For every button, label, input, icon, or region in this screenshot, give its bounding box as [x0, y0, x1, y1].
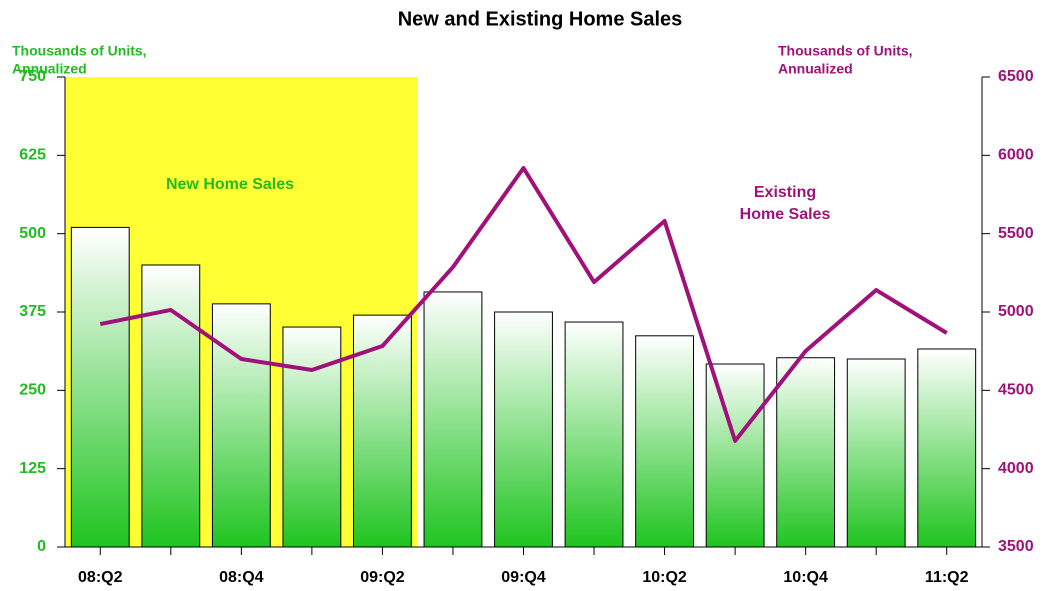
y-tick-label: 0 [37, 538, 46, 555]
bar [917, 348, 977, 548]
bar [776, 357, 836, 548]
y2-axis-label: Annualized [778, 61, 853, 77]
y-tick-label: 375 [19, 303, 46, 320]
y2-tick-label: 4000 [998, 460, 1034, 477]
bar [705, 363, 765, 548]
bar [564, 321, 624, 548]
x-tick-label: 08:Q2 [78, 569, 123, 586]
x-tick-label: 10:Q2 [642, 569, 687, 586]
bar [70, 226, 130, 548]
y-tick-label: 750 [19, 68, 46, 85]
y-tick-label: 250 [19, 382, 46, 399]
x-tick-label: 09:Q2 [360, 569, 405, 586]
line-series [99, 166, 948, 443]
bar [141, 264, 201, 548]
bar [211, 303, 271, 548]
chart-title: New and Existing Home Sales [398, 8, 683, 30]
y2-axis-label: Thousands of Units, [778, 43, 913, 59]
y-tick-label: 625 [19, 147, 46, 164]
y-tick-label: 125 [19, 460, 46, 477]
x-tick-label: 10:Q4 [783, 569, 828, 586]
y2-tick-label: 6000 [998, 147, 1034, 164]
bar [423, 291, 483, 548]
annotation: Home Sales [740, 206, 831, 223]
annotation: Existing [754, 184, 816, 201]
y-axis-label: Thousands of Units, [12, 43, 147, 59]
y2-tick-label: 6500 [998, 68, 1034, 85]
y-axis-label: Annualized [12, 61, 87, 77]
x-tick-label: 09:Q4 [501, 569, 546, 586]
bar [282, 326, 342, 548]
bar [494, 311, 553, 548]
bar [353, 314, 412, 548]
x-tick-label: 08:Q4 [219, 569, 264, 586]
y2-tick-label: 4500 [998, 382, 1034, 399]
y-tick-label: 500 [19, 225, 46, 242]
y2-tick-label: 5000 [998, 303, 1034, 320]
y2-tick-label: 5500 [998, 225, 1034, 242]
bar [635, 335, 694, 548]
annotation: New Home Sales [166, 176, 294, 193]
x-tick-label: 11:Q2 [925, 569, 969, 586]
bar [846, 358, 906, 548]
y2-tick-label: 3500 [998, 538, 1034, 555]
